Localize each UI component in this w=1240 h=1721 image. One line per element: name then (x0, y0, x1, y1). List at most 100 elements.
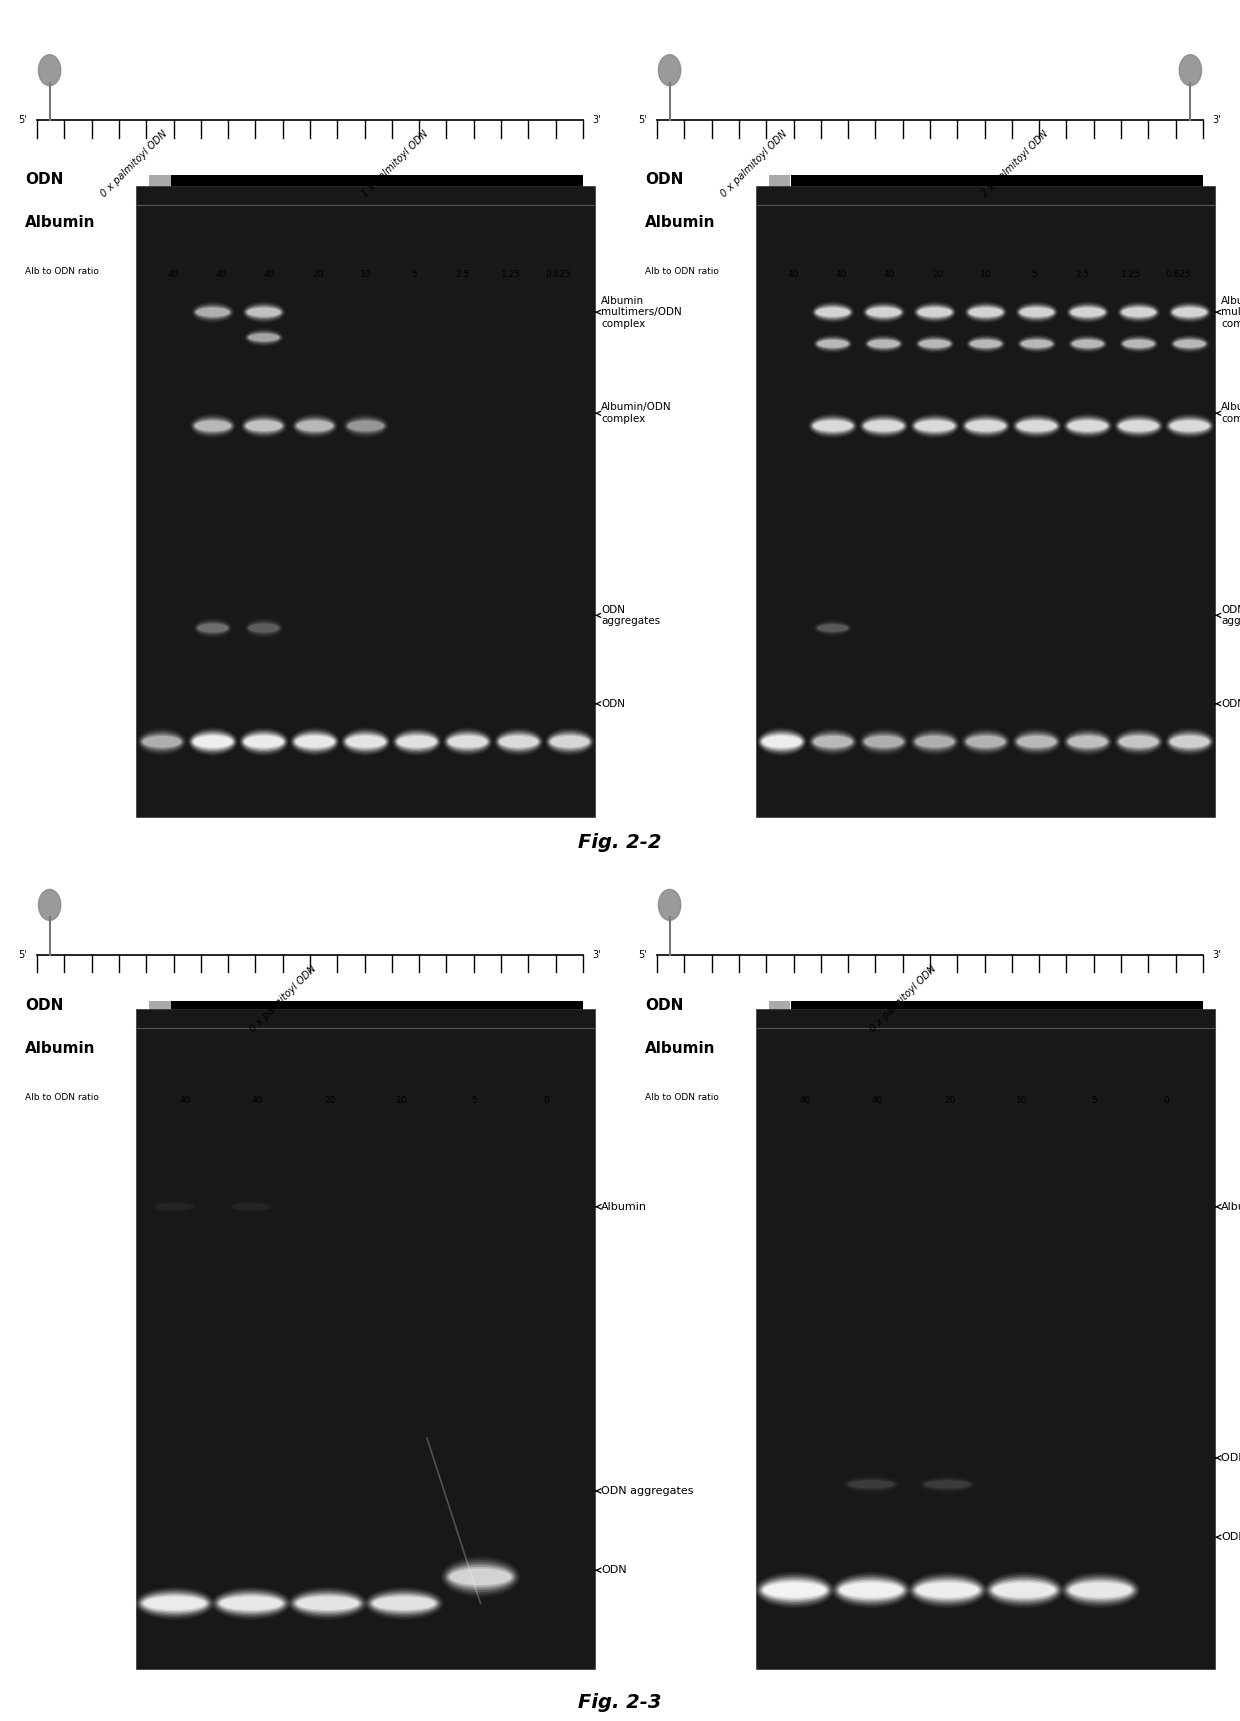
Text: Albumin: Albumin (645, 215, 715, 231)
Ellipse shape (808, 415, 857, 437)
Ellipse shape (239, 728, 288, 756)
Text: 0: 0 (544, 1096, 549, 1105)
Ellipse shape (812, 303, 853, 322)
Text: ODN aggregates: ODN aggregates (595, 1485, 694, 1496)
Text: 2.5: 2.5 (1075, 270, 1090, 279)
Ellipse shape (342, 728, 389, 756)
Ellipse shape (193, 735, 233, 749)
Ellipse shape (289, 1588, 366, 1618)
Ellipse shape (1117, 418, 1161, 434)
Ellipse shape (920, 341, 950, 348)
Circle shape (38, 890, 61, 921)
Ellipse shape (1120, 305, 1157, 320)
Ellipse shape (760, 1578, 830, 1602)
Text: 0 x palmitoyl ODN: 0 x palmitoyl ODN (868, 964, 939, 1034)
Text: 5: 5 (1091, 1096, 1097, 1105)
Ellipse shape (1071, 308, 1105, 317)
Ellipse shape (841, 1583, 901, 1597)
Ellipse shape (1012, 413, 1061, 439)
Text: Alb to ODN ratio: Alb to ODN ratio (645, 267, 719, 275)
Text: 3': 3' (593, 115, 601, 126)
Ellipse shape (991, 1580, 1058, 1601)
Ellipse shape (1065, 416, 1110, 435)
Ellipse shape (1115, 728, 1163, 756)
Ellipse shape (863, 733, 905, 750)
Ellipse shape (294, 1594, 361, 1613)
Text: ODN: ODN (25, 172, 63, 188)
Ellipse shape (141, 1594, 208, 1613)
Ellipse shape (867, 339, 900, 349)
Ellipse shape (966, 303, 1006, 322)
Text: 10: 10 (980, 270, 992, 279)
Ellipse shape (914, 303, 956, 322)
Bar (769, 176, 791, 198)
Ellipse shape (398, 737, 436, 747)
Ellipse shape (913, 416, 957, 435)
Text: 40: 40 (787, 270, 799, 279)
Ellipse shape (393, 728, 440, 756)
Ellipse shape (290, 728, 340, 756)
Ellipse shape (1115, 415, 1163, 437)
Ellipse shape (1120, 336, 1158, 353)
Ellipse shape (242, 731, 286, 752)
Ellipse shape (963, 416, 1008, 435)
Ellipse shape (911, 730, 959, 754)
Text: 0: 0 (1164, 1096, 1169, 1105)
Ellipse shape (191, 731, 236, 752)
Ellipse shape (291, 728, 339, 756)
Ellipse shape (449, 737, 487, 747)
Ellipse shape (915, 422, 954, 430)
Ellipse shape (293, 733, 336, 750)
Ellipse shape (293, 415, 337, 437)
Ellipse shape (914, 1580, 981, 1601)
Ellipse shape (1017, 735, 1056, 749)
Ellipse shape (859, 415, 908, 437)
Ellipse shape (244, 305, 283, 320)
Ellipse shape (915, 420, 955, 432)
Ellipse shape (295, 418, 335, 434)
Ellipse shape (193, 305, 232, 320)
Ellipse shape (446, 733, 489, 750)
Ellipse shape (1116, 731, 1161, 752)
Text: 40: 40 (180, 1096, 191, 1105)
Ellipse shape (759, 731, 805, 752)
Ellipse shape (967, 306, 1004, 318)
Ellipse shape (861, 730, 906, 754)
Ellipse shape (764, 1583, 826, 1597)
Text: 40: 40 (252, 1096, 263, 1105)
Ellipse shape (1121, 337, 1157, 351)
Ellipse shape (293, 731, 337, 752)
Ellipse shape (919, 308, 951, 317)
Ellipse shape (195, 420, 232, 432)
Ellipse shape (248, 623, 280, 633)
Ellipse shape (448, 1564, 513, 1588)
Ellipse shape (966, 336, 1006, 353)
Ellipse shape (916, 1583, 978, 1597)
Ellipse shape (140, 733, 184, 750)
Text: 0 x palmitoyl ODN: 0 x palmitoyl ODN (99, 129, 170, 200)
Ellipse shape (244, 418, 284, 434)
Ellipse shape (763, 737, 801, 747)
Ellipse shape (441, 1558, 520, 1595)
Ellipse shape (1171, 336, 1209, 353)
Ellipse shape (916, 306, 952, 318)
Ellipse shape (1018, 336, 1055, 351)
Ellipse shape (446, 733, 490, 750)
Ellipse shape (967, 737, 1004, 747)
Ellipse shape (1064, 1575, 1137, 1606)
Ellipse shape (986, 1573, 1063, 1607)
Text: ODN: ODN (645, 172, 683, 188)
Ellipse shape (993, 1583, 1054, 1597)
Ellipse shape (246, 305, 283, 320)
Ellipse shape (1019, 337, 1054, 349)
Ellipse shape (288, 1587, 367, 1619)
Ellipse shape (494, 728, 543, 756)
Ellipse shape (815, 305, 852, 320)
Ellipse shape (1013, 730, 1060, 754)
Ellipse shape (1065, 730, 1111, 754)
Text: ODN: ODN (645, 998, 683, 1014)
Ellipse shape (911, 1576, 983, 1604)
Ellipse shape (1169, 303, 1210, 322)
Ellipse shape (1121, 337, 1156, 349)
Bar (149, 1002, 171, 1022)
